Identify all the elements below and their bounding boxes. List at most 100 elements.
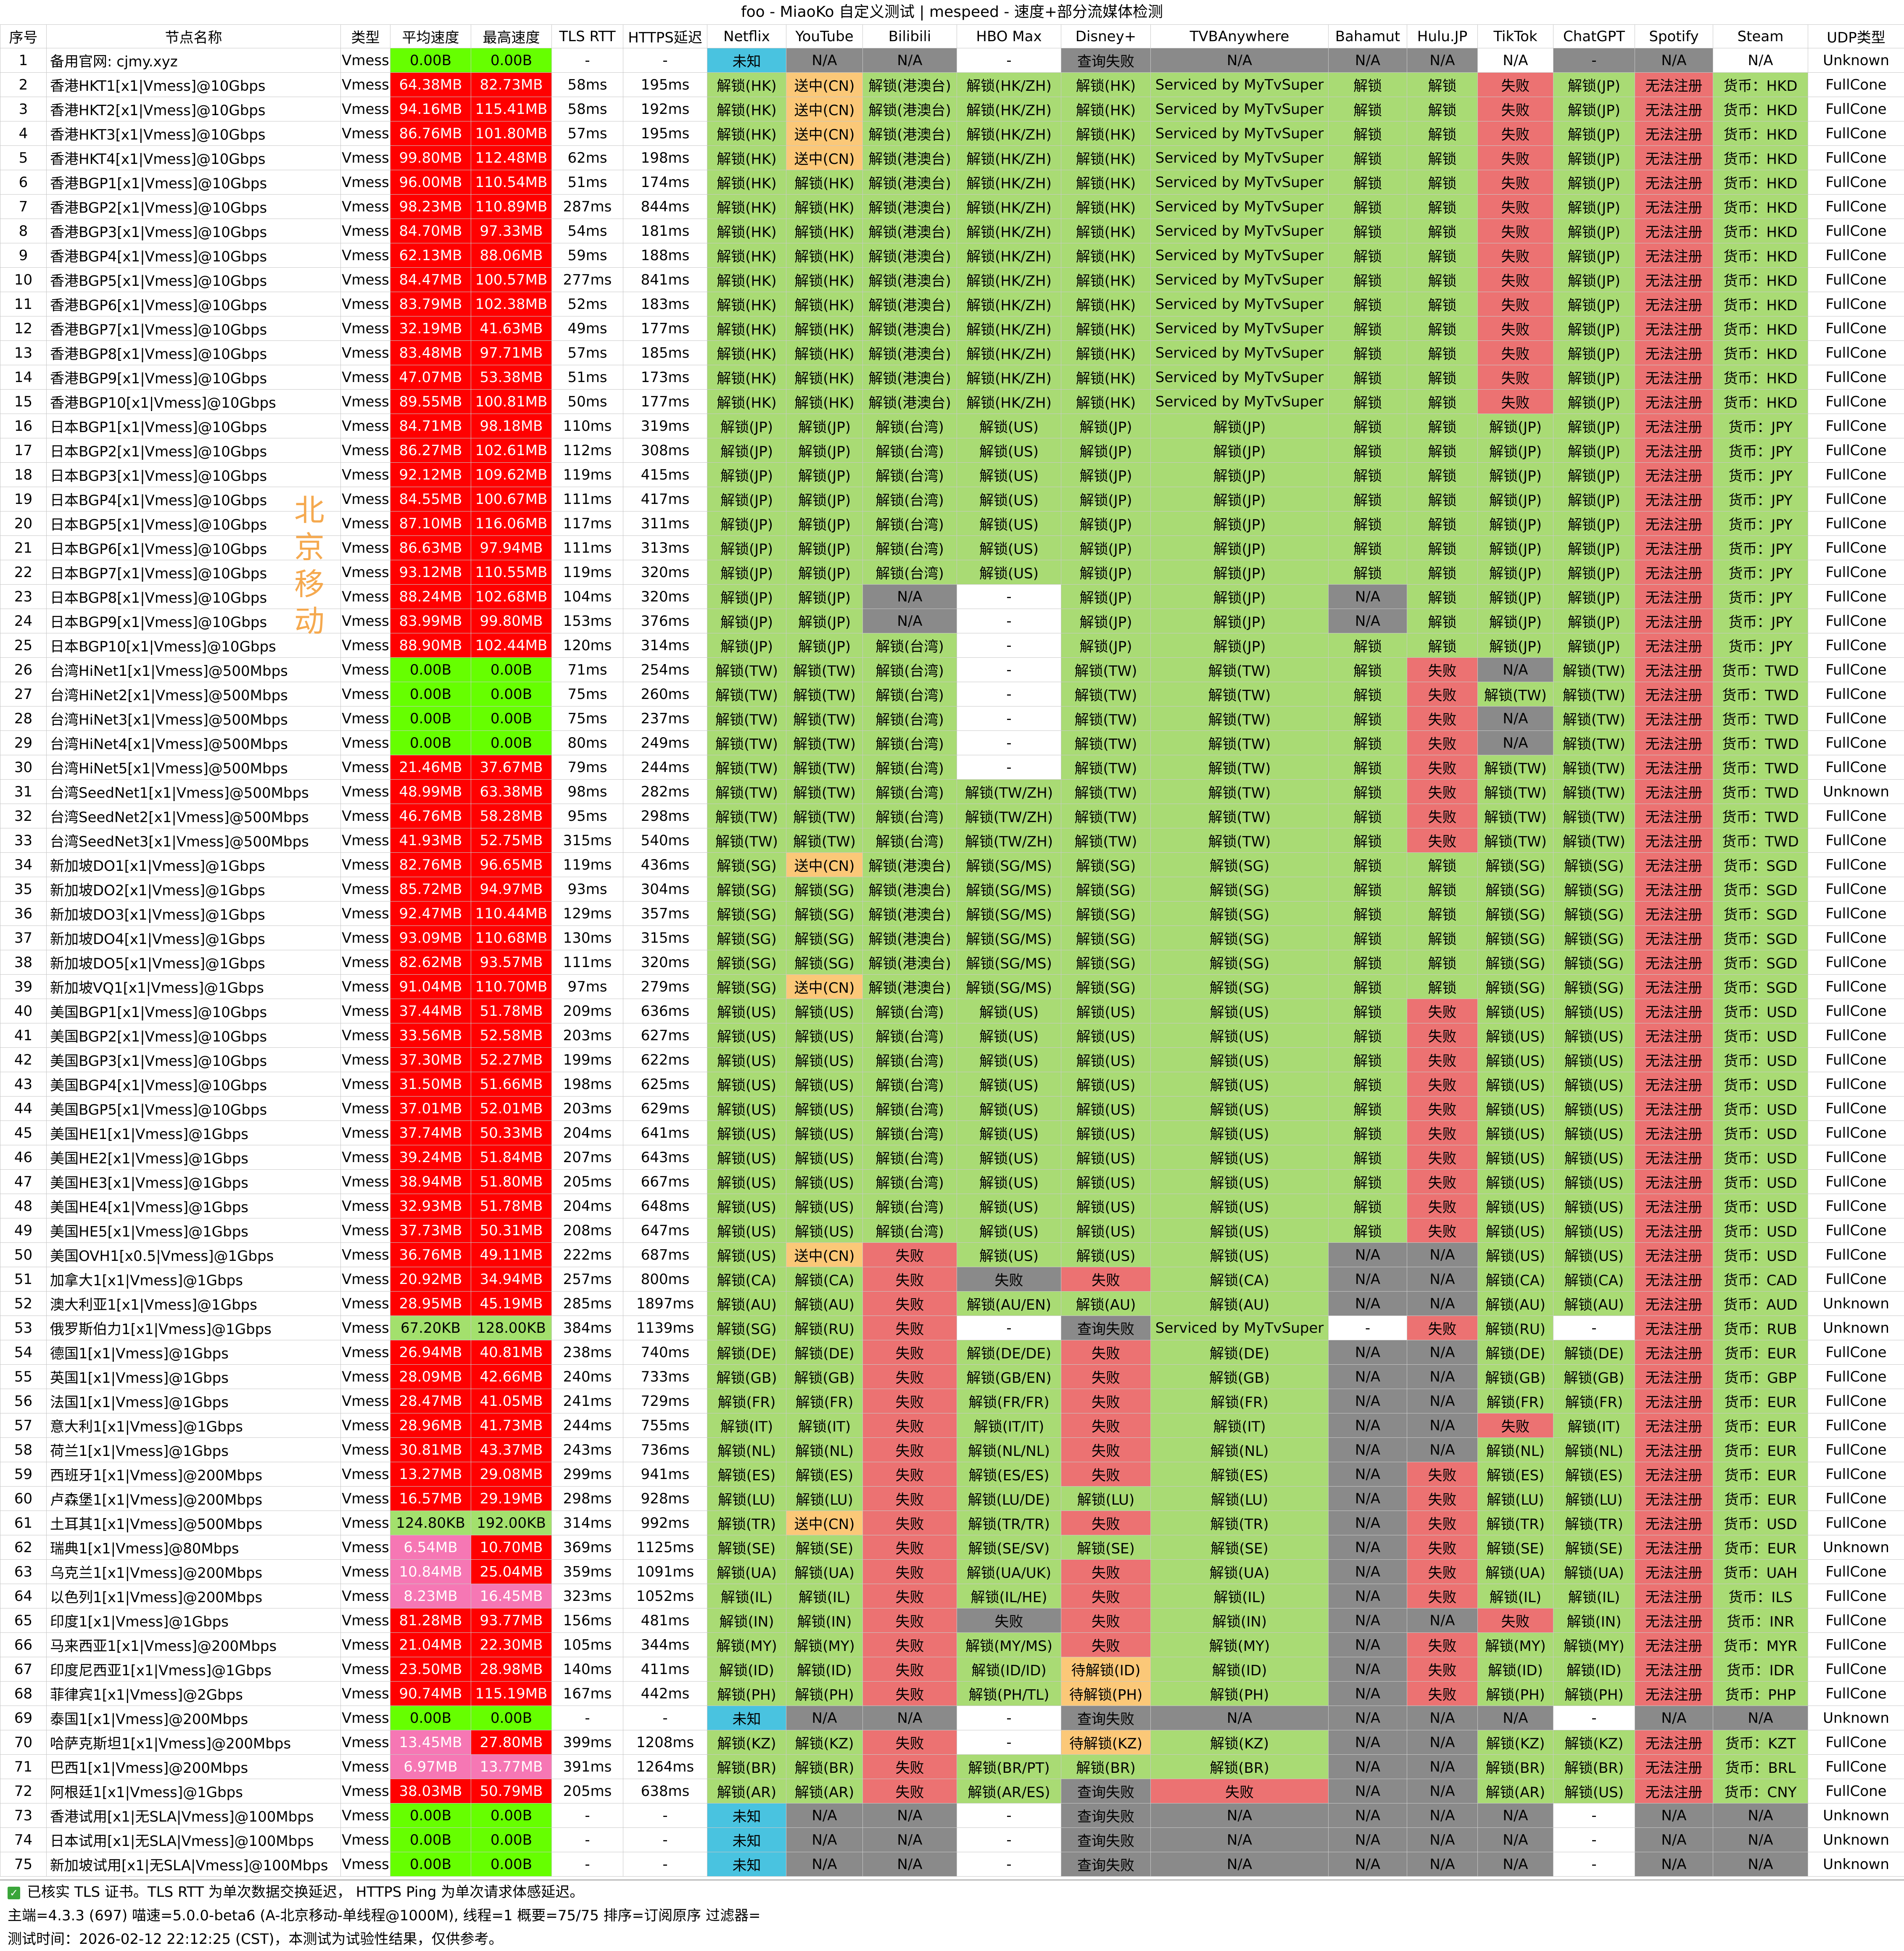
table-cell: 1264ms (623, 1754, 707, 1779)
table-row[interactable]: 33 台湾SeedNet3[x1|Vmess]@500Mbps Vmess 41.93… (0, 828, 1904, 853)
column-header[interactable]: 平均速度 (390, 24, 471, 48)
column-header[interactable]: Bahamut (1328, 24, 1407, 48)
table-row[interactable]: 72 阿根廷1[x1|Vmess]@1Gbps Vmess 38.03MB 50.79M… (0, 1779, 1904, 1803)
table-row[interactable]: 69 泰国1[x1|Vmess]@200Mbps Vmess 0.00B 0.00B - -… (0, 1706, 1904, 1730)
table-row[interactable]: 10 香港BGP5[x1|Vmess]@10Gbps Vmess 84.47MB 100… (0, 267, 1904, 292)
column-header[interactable]: UDP类型 (1808, 24, 1904, 48)
table-row[interactable]: 18 日本BGP3[x1|Vmess]@10Gbps Vmess 92.12MB 109… (0, 462, 1904, 487)
table-row[interactable]: 41 美国BGP2[x1|Vmess]@10Gbps Vmess 33.56MB 52.… (0, 1023, 1904, 1048)
table-row[interactable]: 63 乌克兰1[x1|Vmess]@200Mbps Vmess 10.84MB 25.0… (0, 1559, 1904, 1584)
table-cell: 96.65MB (471, 852, 552, 877)
column-header[interactable]: Spotify (1635, 24, 1713, 48)
table-row[interactable]: 29 台湾HiNet4[x1|Vmess]@500Mbps Vmess 0.00B 0.… (0, 730, 1904, 755)
column-header[interactable]: TikTok (1477, 24, 1553, 48)
table-row[interactable]: 67 印度尼西亚1[x1|Vmess]@1Gbps Vmess 23.50MB 28.9… (0, 1657, 1904, 1682)
table-row[interactable]: 51 加拿大1[x1|Vmess]@1Gbps Vmess 20.92MB 34.94M… (0, 1267, 1904, 1292)
table-row[interactable]: 40 美国BGP1[x1|Vmess]@10Gbps Vmess 37.44MB 51.… (0, 999, 1904, 1023)
table-row[interactable]: 9 香港BGP4[x1|Vmess]@10Gbps Vmess 62.13MB 88.0… (0, 243, 1904, 268)
table-row[interactable]: 53 俄罗斯伯力1[x1|Vmess]@1Gbps Vmess 67.20KB 128.… (0, 1316, 1904, 1340)
column-header[interactable]: TLS RTT (551, 24, 623, 48)
table-row[interactable]: 66 马来西亚1[x1|Vmess]@200Mbps Vmess 21.04MB 22.… (0, 1632, 1904, 1657)
table-row[interactable]: 43 美国BGP4[x1|Vmess]@10Gbps Vmess 31.50MB 51.… (0, 1072, 1904, 1097)
table-row[interactable]: 26 台湾HiNet1[x1|Vmess]@500Mbps Vmess 0.00B 0.… (0, 657, 1904, 682)
table-row[interactable]: 38 新加坡DO5[x1|Vmess]@1Gbps Vmess 82.62MB 93.5… (0, 950, 1904, 975)
table-row[interactable]: 52 澳大利亚1[x1|Vmess]@1Gbps Vmess 28.95MB 45.19… (0, 1291, 1904, 1316)
table-row[interactable]: 57 意大利1[x1|Vmess]@1Gbps Vmess 28.96MB 41.73M… (0, 1413, 1904, 1438)
table-row[interactable]: 58 荷兰1[x1|Vmess]@1Gbps Vmess 30.81MB 43.37MB… (0, 1437, 1904, 1462)
table-row[interactable]: 46 美国HE2[x1|Vmess]@1Gbps Vmess 39.24MB 51.84… (0, 1145, 1904, 1170)
table-row[interactable]: 17 日本BGP2[x1|Vmess]@10Gbps Vmess 86.27MB 102… (0, 438, 1904, 463)
table-row[interactable]: 8 香港BGP3[x1|Vmess]@10Gbps Vmess 84.70MB 97.3… (0, 219, 1904, 243)
table-row[interactable]: 3 香港HKT2[x1|Vmess]@10Gbps Vmess 94.16MB 115.… (0, 97, 1904, 121)
table-row[interactable]: 1 备用官网: cjmy.xyz Vmess 0.00B 0.00B - - 未知 N/A N/A… (0, 48, 1904, 73)
table-row[interactable]: 5 香港HKT4[x1|Vmess]@10Gbps Vmess 99.80MB 112.… (0, 145, 1904, 170)
table-row[interactable]: 21 日本BGP6[x1|Vmess]@10Gbps Vmess 86.63MB 97.… (0, 535, 1904, 560)
column-header[interactable]: TVBAnywhere (1150, 24, 1329, 48)
table-row[interactable]: 65 印度1[x1|Vmess]@1Gbps Vmess 81.28MB 93.77MB… (0, 1608, 1904, 1633)
column-header[interactable]: Steam (1713, 24, 1808, 48)
table-row[interactable]: 74 日本试用[x1|无SLA|Vmess]@100Mbps Vmess 0.00B 0… (0, 1827, 1904, 1852)
table-row[interactable]: 24 日本BGP9[x1|Vmess]@10Gbps Vmess 83.99MB 99.… (0, 609, 1904, 633)
column-header[interactable]: 类型 (340, 24, 390, 48)
table-row[interactable]: 15 香港BGP10[x1|Vmess]@10Gbps Vmess 89.55MB 10… (0, 389, 1904, 414)
table-row[interactable]: 75 新加坡试用[x1|无SLA|Vmess]@100Mbps Vmess 0.00B… (0, 1852, 1904, 1877)
table-row[interactable]: 50 美国OVH1[x0.5|Vmess]@1Gbps Vmess 36.76MB 49… (0, 1242, 1904, 1267)
column-header[interactable]: Disney+ (1061, 24, 1151, 48)
table-row[interactable]: 12 香港BGP7[x1|Vmess]@10Gbps Vmess 32.19MB 41.… (0, 316, 1904, 341)
table-row[interactable]: 6 香港BGP1[x1|Vmess]@10Gbps Vmess 96.00MB 110.… (0, 170, 1904, 195)
table-row[interactable]: 16 日本BGP1[x1|Vmess]@10Gbps Vmess 84.71MB 98.… (0, 414, 1904, 438)
table-row[interactable]: 23 日本BGP8[x1|Vmess]@10Gbps Vmess 88.24MB 102… (0, 584, 1904, 609)
table-row[interactable]: 54 德国1[x1|Vmess]@1Gbps Vmess 26.94MB 40.81MB… (0, 1340, 1904, 1365)
table-row[interactable]: 35 新加坡DO2[x1|Vmess]@1Gbps Vmess 85.72MB 94.9… (0, 877, 1904, 902)
column-header[interactable]: Hulu.JP (1407, 24, 1478, 48)
table-row[interactable]: 45 美国HE1[x1|Vmess]@1Gbps Vmess 37.74MB 50.33… (0, 1121, 1904, 1145)
table-row[interactable]: 71 巴西1[x1|Vmess]@200Mbps Vmess 6.97MB 13.77M… (0, 1754, 1904, 1779)
table-row[interactable]: 68 菲律宾1[x1|Vmess]@2Gbps Vmess 90.74MB 115.19… (0, 1681, 1904, 1706)
table-row[interactable]: 34 新加坡DO1[x1|Vmess]@1Gbps Vmess 82.76MB 96.6… (0, 852, 1904, 877)
table-row[interactable]: 7 香港BGP2[x1|Vmess]@10Gbps Vmess 98.23MB 110.… (0, 194, 1904, 219)
table-row[interactable]: 56 法国1[x1|Vmess]@1Gbps Vmess 28.47MB 41.05MB… (0, 1389, 1904, 1413)
table-row[interactable]: 70 哈萨克斯坦1[x1|Vmess]@200Mbps Vmess 13.45MB 27… (0, 1730, 1904, 1755)
column-header[interactable]: Netflix (707, 24, 786, 48)
table-row[interactable]: 55 英国1[x1|Vmess]@1Gbps Vmess 28.09MB 42.66MB… (0, 1364, 1904, 1389)
table-row[interactable]: 13 香港BGP8[x1|Vmess]@10Gbps Vmess 83.48MB 97.… (0, 340, 1904, 365)
table-row[interactable]: 60 卢森堡1[x1|Vmess]@200Mbps Vmess 16.57MB 29.1… (0, 1486, 1904, 1511)
table-row[interactable]: 27 台湾HiNet2[x1|Vmess]@500Mbps Vmess 0.00B 0.… (0, 682, 1904, 707)
table-cell: 928ms (623, 1486, 707, 1511)
table-row[interactable]: 37 新加坡DO4[x1|Vmess]@1Gbps Vmess 93.09MB 110.… (0, 925, 1904, 950)
table-row[interactable]: 64 以色列1[x1|Vmess]@200Mbps Vmess 8.23MB 16.45… (0, 1584, 1904, 1608)
table-row[interactable]: 25 日本BGP10[x1|Vmess]@10Gbps Vmess 88.90MB 10… (0, 633, 1904, 658)
table-row[interactable]: 36 新加坡DO3[x1|Vmess]@1Gbps Vmess 92.47MB 110.… (0, 901, 1904, 926)
table-row[interactable]: 44 美国BGP5[x1|Vmess]@10Gbps Vmess 37.01MB 52.… (0, 1096, 1904, 1121)
table-row[interactable]: 28 台湾HiNet3[x1|Vmess]@500Mbps Vmess 0.00B 0.… (0, 706, 1904, 731)
table-row[interactable]: 11 香港BGP6[x1|Vmess]@10Gbps Vmess 83.79MB 102… (0, 292, 1904, 316)
table-row[interactable]: 4 香港HKT3[x1|Vmess]@10Gbps Vmess 86.76MB 101.… (0, 121, 1904, 146)
table-cell: 解锁(SG) (786, 925, 863, 950)
table-cell: 解锁 (1328, 1023, 1407, 1048)
column-header[interactable]: HBO Max (957, 24, 1061, 48)
table-row[interactable]: 22 日本BGP7[x1|Vmess]@10Gbps Vmess 93.12MB 110… (0, 560, 1904, 585)
table-row[interactable]: 48 美国HE4[x1|Vmess]@1Gbps Vmess 32.93MB 51.78… (0, 1194, 1904, 1218)
table-row[interactable]: 31 台湾SeedNet1[x1|Vmess]@500Mbps Vmess 48.99… (0, 779, 1904, 804)
column-header[interactable]: YouTube (786, 24, 863, 48)
column-header[interactable]: Bilibili (862, 24, 957, 48)
table-row[interactable]: 39 新加坡VQ1[x1|Vmess]@1Gbps Vmess 91.04MB 110.… (0, 974, 1904, 999)
table-row[interactable]: 32 台湾SeedNet2[x1|Vmess]@500Mbps Vmess 46.76… (0, 804, 1904, 828)
table-row[interactable]: 61 土耳其1[x1|Vmess]@500Mbps Vmess 124.80KB 192… (0, 1511, 1904, 1535)
table-row[interactable]: 30 台湾HiNet5[x1|Vmess]@500Mbps Vmess 21.46MB… (0, 755, 1904, 780)
table-row[interactable]: 47 美国HE3[x1|Vmess]@1Gbps Vmess 38.94MB 51.80… (0, 1169, 1904, 1194)
column-header[interactable]: HTTPS延迟 (623, 24, 707, 48)
table-row[interactable]: 49 美国HE5[x1|Vmess]@1Gbps Vmess 37.73MB 50.31… (0, 1218, 1904, 1243)
column-header[interactable]: 节点名称 (46, 24, 341, 48)
table-row[interactable]: 59 西班牙1[x1|Vmess]@200Mbps Vmess 13.27MB 29.0… (0, 1462, 1904, 1487)
column-header[interactable]: 序号 (0, 24, 47, 48)
column-header[interactable]: 最高速度 (471, 24, 552, 48)
table-row[interactable]: 62 瑞典1[x1|Vmess]@80Mbps Vmess 6.54MB 10.70MB… (0, 1535, 1904, 1560)
table-row[interactable]: 42 美国BGP3[x1|Vmess]@10Gbps Vmess 37.30MB 52.… (0, 1047, 1904, 1072)
column-header[interactable]: ChatGPT (1553, 24, 1635, 48)
table-row[interactable]: 20 日本BGP5[x1|Vmess]@10Gbps Vmess 87.10MB 116… (0, 511, 1904, 536)
table-row[interactable]: 73 香港试用[x1|无SLA|Vmess]@100Mbps Vmess 0.00B 0… (0, 1803, 1904, 1828)
table-row[interactable]: 19 日本BGP4[x1|Vmess]@10Gbps Vmess 84.55MB 100… (0, 487, 1904, 511)
table-row[interactable]: 14 香港BGP9[x1|Vmess]@10Gbps Vmess 47.07MB 53.… (0, 365, 1904, 390)
table-row[interactable]: 2 香港HKT1[x1|Vmess]@10Gbps Vmess 64.38MB 82.7… (0, 72, 1904, 97)
